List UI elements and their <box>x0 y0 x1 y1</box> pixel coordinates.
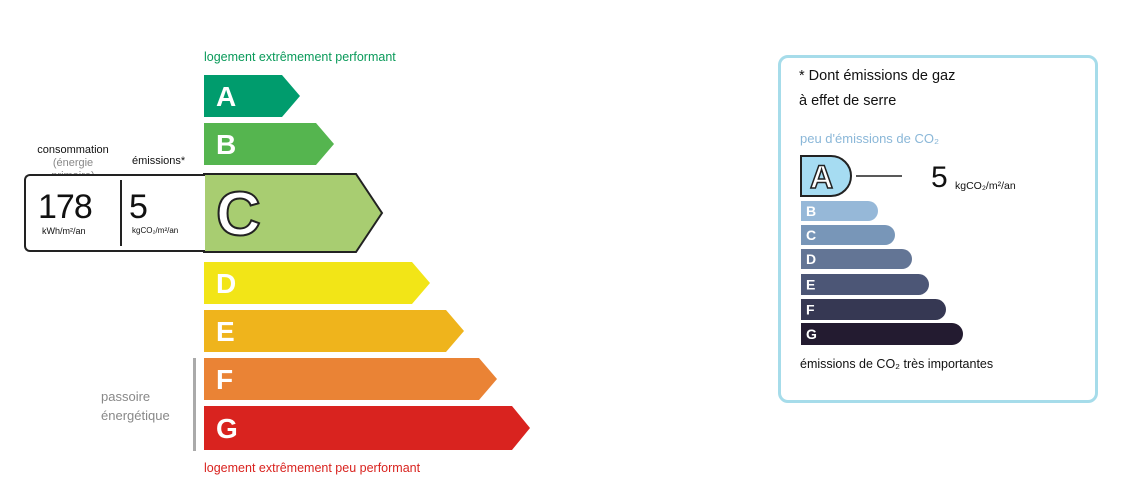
energy-class-letter-a: A <box>216 81 236 112</box>
consumption-value: 178 <box>38 188 93 226</box>
ges-top-caption: peu d'émissions de CO₂ <box>800 131 940 146</box>
ges-title-line1: * Dont émissions de gaz <box>799 68 956 84</box>
energy-class-letter-b: B <box>216 129 236 160</box>
passoire-bar <box>193 358 196 451</box>
energy-class-bar-a <box>204 75 300 117</box>
energy-class-letter-g: G <box>216 413 238 444</box>
ges-unit: kgCO₂/m²/an <box>955 180 1016 192</box>
ges-class-bar-g <box>801 323 963 345</box>
energy-class-bar-b <box>204 123 334 165</box>
ges-title: * Dont émissions de gaz à effet de serre <box>799 64 1059 114</box>
ges-class-letter-d: D <box>806 251 816 267</box>
energy-class-letter-c: C <box>216 180 261 249</box>
energy-class-letter-e: E <box>216 316 235 347</box>
dpe-top-caption: logement extrêmement performant <box>204 50 396 64</box>
energy-class-bar-f <box>204 358 497 400</box>
consumption-title: consommation <box>37 144 109 156</box>
ges-class-bar-b <box>801 201 878 221</box>
ges-value: 5 <box>931 161 948 194</box>
emissions-unit: kgCO₂/m²/an <box>132 226 179 235</box>
ges-panel <box>778 55 1098 403</box>
ges-title-line2: à effet de serre <box>799 93 897 109</box>
ges-class-bar-d <box>801 249 912 269</box>
ges-class-bar-f <box>801 299 946 320</box>
energy-class-letter-d: D <box>216 268 236 299</box>
value-separator <box>120 180 122 246</box>
emissions-value: 5 <box>129 188 148 226</box>
energy-class-bar-g <box>204 406 530 450</box>
ges-class-letter-c: C <box>806 227 816 243</box>
energy-class-letter-f: F <box>216 364 233 395</box>
consumption-unit: kWh/m²/an <box>42 226 86 236</box>
ges-class-letter-a: A <box>810 159 833 195</box>
emissions-label: émissions* <box>132 155 186 167</box>
ges-class-letter-f: F <box>806 302 815 318</box>
energy-class-bar-e <box>204 310 464 352</box>
ges-class-bar-c <box>801 225 895 245</box>
ges-class-letter-b: B <box>806 203 816 219</box>
dpe-bottom-caption: logement extrêmement peu performant <box>204 461 421 475</box>
passoire-label: passoire énergétique <box>101 389 170 423</box>
ges-class-bar-a <box>800 155 852 197</box>
ges-class-bar-e <box>801 274 929 295</box>
energy-class-bar-d <box>204 262 430 304</box>
value-box <box>24 174 205 252</box>
ges-bottom-caption: émissions de CO₂ très importantes <box>800 357 994 371</box>
ges-class-letter-g: G <box>806 326 817 342</box>
ges-class-letter-e: E <box>806 277 815 293</box>
